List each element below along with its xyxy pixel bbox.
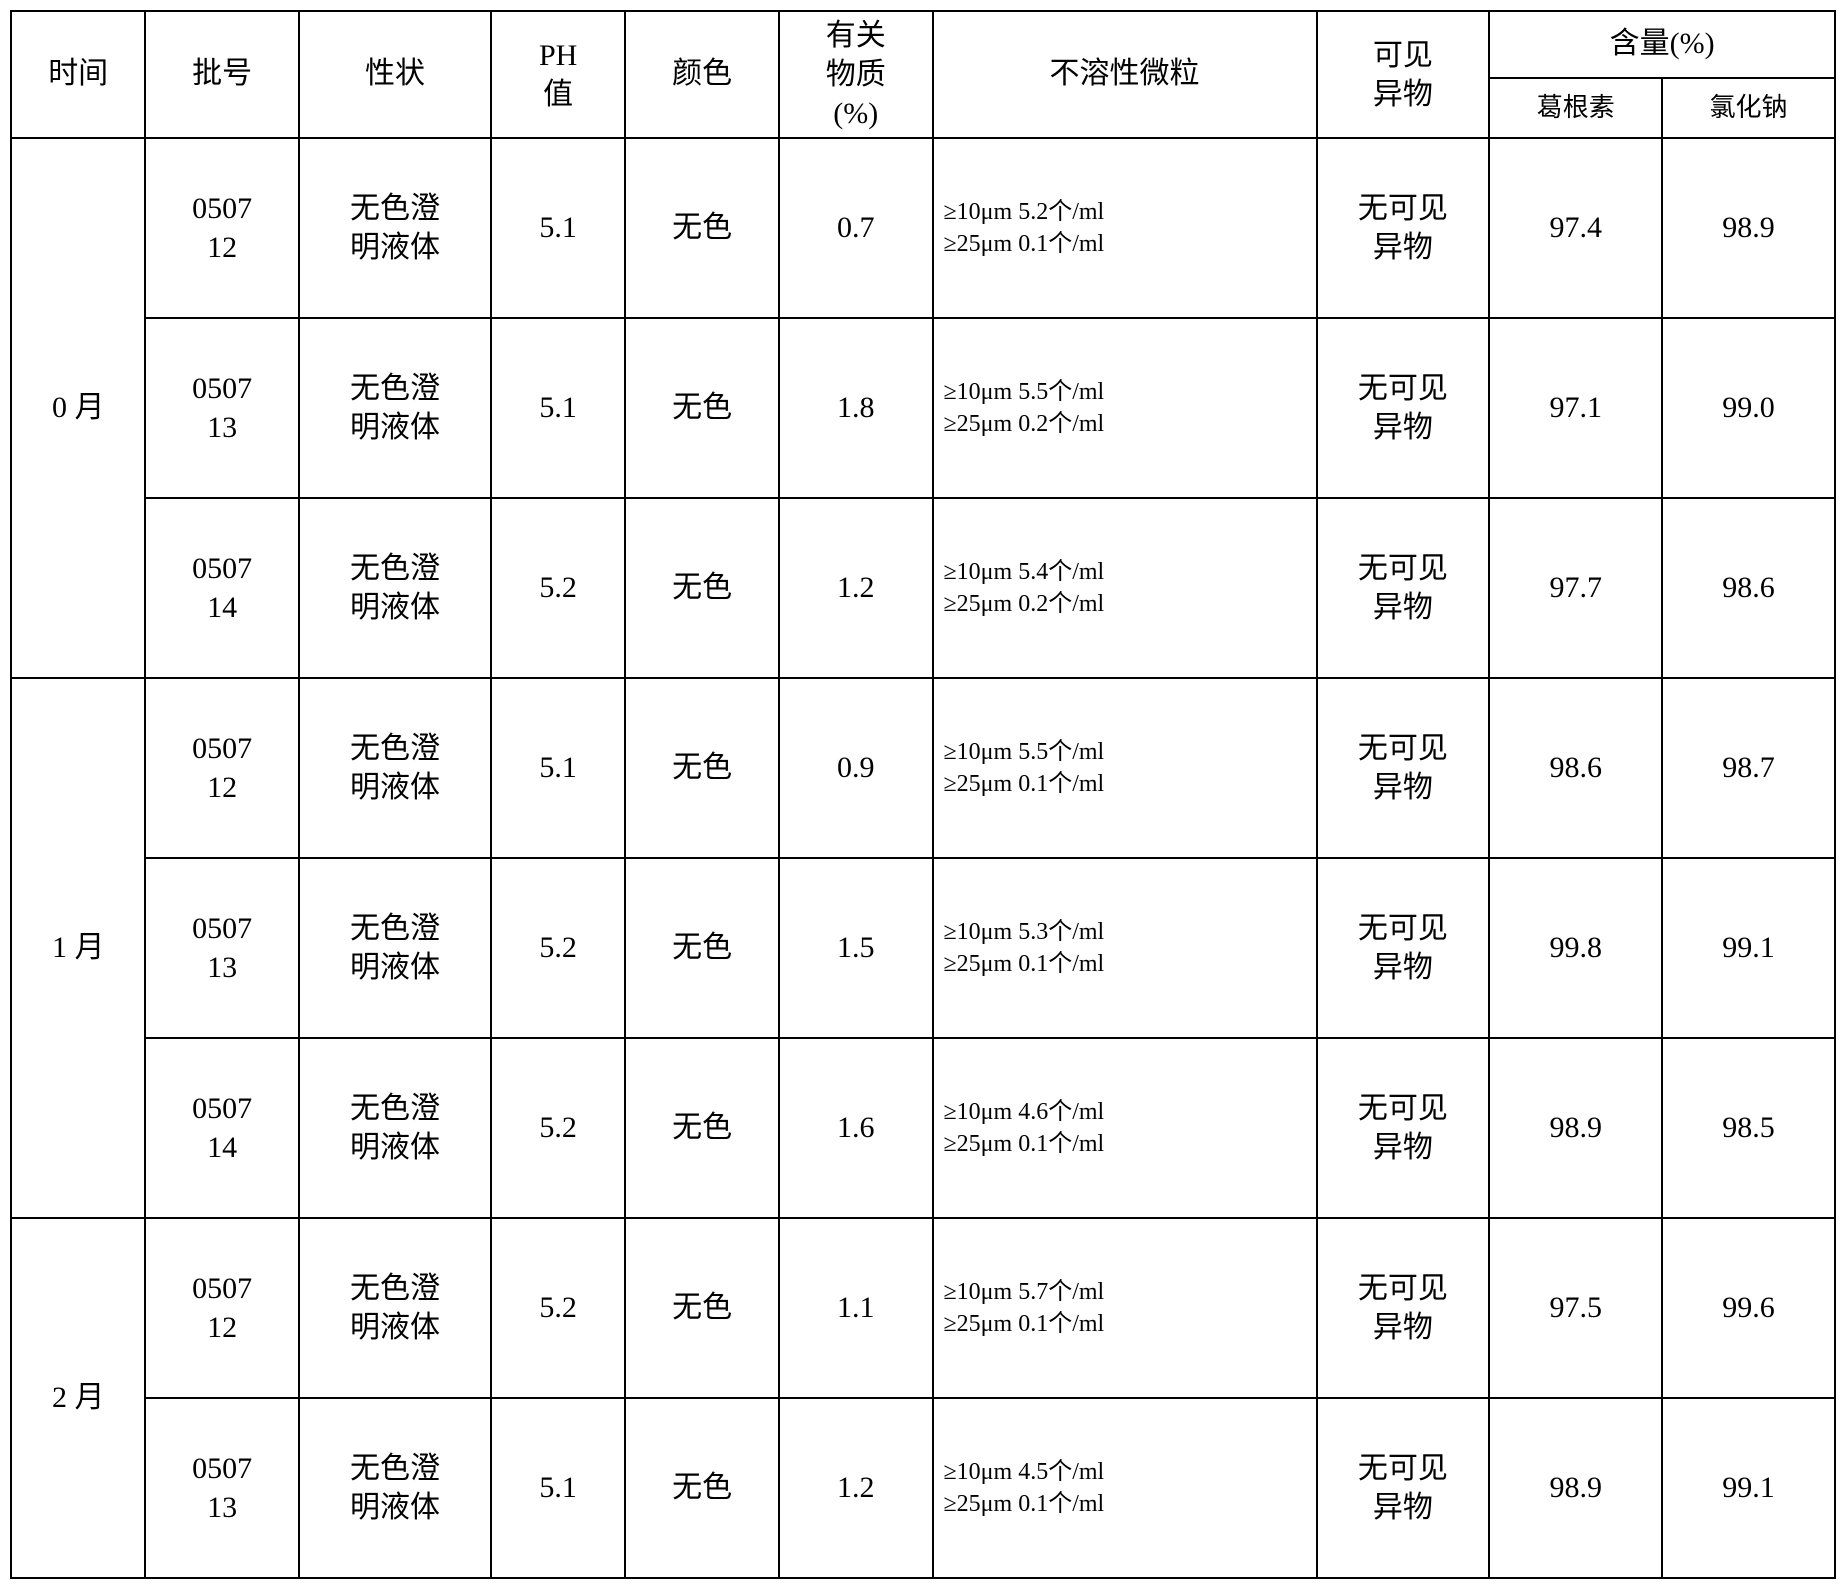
header-related: 有关物质(%) xyxy=(779,11,933,138)
cell-ph: 5.1 xyxy=(491,1398,625,1578)
cell-content-b: 98.9 xyxy=(1662,138,1835,318)
cell-color: 无色 xyxy=(625,858,779,1038)
table-row: 050713无色澄明液体5.1无色1.2≥10μm 4.5个/ml≥25μm 0… xyxy=(11,1398,1835,1578)
header-content: 含量(%) xyxy=(1489,11,1835,78)
header-particles: 不溶性微粒 xyxy=(933,11,1317,138)
cell-color: 无色 xyxy=(625,318,779,498)
cell-particles: ≥10μm 4.5个/ml≥25μm 0.1个/ml xyxy=(933,1398,1317,1578)
cell-color: 无色 xyxy=(625,678,779,858)
cell-color: 无色 xyxy=(625,1218,779,1398)
header-color: 颜色 xyxy=(625,11,779,138)
cell-ph: 5.1 xyxy=(491,138,625,318)
cell-related: 1.2 xyxy=(779,498,933,678)
table-row: 050713无色澄明液体5.2无色1.5≥10μm 5.3个/ml≥25μm 0… xyxy=(11,858,1835,1038)
cell-visible: 无可见异物 xyxy=(1317,1038,1490,1218)
cell-ph: 5.2 xyxy=(491,1038,625,1218)
cell-batch: 050713 xyxy=(145,318,299,498)
cell-batch: 050712 xyxy=(145,1218,299,1398)
cell-content-b: 99.1 xyxy=(1662,1398,1835,1578)
cell-visible: 无可见异物 xyxy=(1317,1398,1490,1578)
cell-related: 1.5 xyxy=(779,858,933,1038)
header-ph: PH值 xyxy=(491,11,625,138)
cell-related: 1.1 xyxy=(779,1218,933,1398)
cell-content-b: 98.7 xyxy=(1662,678,1835,858)
cell-color: 无色 xyxy=(625,1038,779,1218)
cell-particles: ≥10μm 5.4个/ml≥25μm 0.2个/ml xyxy=(933,498,1317,678)
cell-trait: 无色澄明液体 xyxy=(299,1038,491,1218)
cell-trait: 无色澄明液体 xyxy=(299,138,491,318)
cell-content-a: 97.7 xyxy=(1489,498,1662,678)
cell-trait: 无色澄明液体 xyxy=(299,498,491,678)
cell-color: 无色 xyxy=(625,1398,779,1578)
cell-batch: 050713 xyxy=(145,1398,299,1578)
cell-color: 无色 xyxy=(625,138,779,318)
header-batch: 批号 xyxy=(145,11,299,138)
table-row: 1 月050712无色澄明液体5.1无色0.9≥10μm 5.5个/ml≥25μ… xyxy=(11,678,1835,858)
cell-ph: 5.2 xyxy=(491,1218,625,1398)
cell-content-b: 99.6 xyxy=(1662,1218,1835,1398)
cell-related: 1.2 xyxy=(779,1398,933,1578)
cell-ph: 5.1 xyxy=(491,318,625,498)
cell-batch: 050713 xyxy=(145,858,299,1038)
cell-visible: 无可见异物 xyxy=(1317,1218,1490,1398)
table-header: 时间 批号 性状 PH值 颜色 有关物质(%) 不溶性微粒 可见异物 含量(%)… xyxy=(11,11,1835,138)
cell-content-a: 98.6 xyxy=(1489,678,1662,858)
cell-ph: 5.2 xyxy=(491,498,625,678)
cell-visible: 无可见异物 xyxy=(1317,858,1490,1038)
cell-particles: ≥10μm 5.5个/ml≥25μm 0.1个/ml xyxy=(933,678,1317,858)
cell-related: 1.8 xyxy=(779,318,933,498)
cell-content-a: 97.4 xyxy=(1489,138,1662,318)
cell-content-b: 98.6 xyxy=(1662,498,1835,678)
cell-content-a: 98.9 xyxy=(1489,1398,1662,1578)
stability-data-table: 时间 批号 性状 PH值 颜色 有关物质(%) 不溶性微粒 可见异物 含量(%)… xyxy=(10,10,1836,1579)
cell-batch: 050714 xyxy=(145,1038,299,1218)
cell-trait: 无色澄明液体 xyxy=(299,1398,491,1578)
cell-trait: 无色澄明液体 xyxy=(299,678,491,858)
cell-visible: 无可见异物 xyxy=(1317,498,1490,678)
header-trait: 性状 xyxy=(299,11,491,138)
cell-ph: 5.2 xyxy=(491,858,625,1038)
cell-time: 0 月 xyxy=(11,138,145,678)
cell-particles: ≥10μm 5.5个/ml≥25μm 0.2个/ml xyxy=(933,318,1317,498)
cell-content-b: 98.5 xyxy=(1662,1038,1835,1218)
cell-color: 无色 xyxy=(625,498,779,678)
cell-particles: ≥10μm 5.3个/ml≥25μm 0.1个/ml xyxy=(933,858,1317,1038)
cell-content-a: 99.8 xyxy=(1489,858,1662,1038)
header-time: 时间 xyxy=(11,11,145,138)
table-row: 050714无色澄明液体5.2无色1.2≥10μm 5.4个/ml≥25μm 0… xyxy=(11,498,1835,678)
cell-time: 2 月 xyxy=(11,1218,145,1578)
cell-content-a: 97.1 xyxy=(1489,318,1662,498)
table-body: 0 月050712无色澄明液体5.1无色0.7≥10μm 5.2个/ml≥25μ… xyxy=(11,138,1835,1578)
cell-trait: 无色澄明液体 xyxy=(299,858,491,1038)
cell-trait: 无色澄明液体 xyxy=(299,1218,491,1398)
cell-visible: 无可见异物 xyxy=(1317,318,1490,498)
cell-related: 1.6 xyxy=(779,1038,933,1218)
cell-visible: 无可见异物 xyxy=(1317,678,1490,858)
header-content-b: 氯化钠 xyxy=(1662,78,1835,138)
cell-trait: 无色澄明液体 xyxy=(299,318,491,498)
cell-batch: 050714 xyxy=(145,498,299,678)
cell-related: 0.7 xyxy=(779,138,933,318)
cell-content-a: 98.9 xyxy=(1489,1038,1662,1218)
cell-particles: ≥10μm 4.6个/ml≥25μm 0.1个/ml xyxy=(933,1038,1317,1218)
table-row: 0 月050712无色澄明液体5.1无色0.7≥10μm 5.2个/ml≥25μ… xyxy=(11,138,1835,318)
table-row: 050714无色澄明液体5.2无色1.6≥10μm 4.6个/ml≥25μm 0… xyxy=(11,1038,1835,1218)
cell-particles: ≥10μm 5.7个/ml≥25μm 0.1个/ml xyxy=(933,1218,1317,1398)
header-content-a: 葛根素 xyxy=(1489,78,1662,138)
cell-related: 0.9 xyxy=(779,678,933,858)
table-row: 2 月050712无色澄明液体5.2无色1.1≥10μm 5.7个/ml≥25μ… xyxy=(11,1218,1835,1398)
cell-batch: 050712 xyxy=(145,678,299,858)
cell-batch: 050712 xyxy=(145,138,299,318)
cell-time: 1 月 xyxy=(11,678,145,1218)
cell-content-b: 99.1 xyxy=(1662,858,1835,1038)
header-visible: 可见异物 xyxy=(1317,11,1490,138)
cell-ph: 5.1 xyxy=(491,678,625,858)
cell-particles: ≥10μm 5.2个/ml≥25μm 0.1个/ml xyxy=(933,138,1317,318)
table-row: 050713无色澄明液体5.1无色1.8≥10μm 5.5个/ml≥25μm 0… xyxy=(11,318,1835,498)
cell-content-b: 99.0 xyxy=(1662,318,1835,498)
cell-content-a: 97.5 xyxy=(1489,1218,1662,1398)
cell-visible: 无可见异物 xyxy=(1317,138,1490,318)
